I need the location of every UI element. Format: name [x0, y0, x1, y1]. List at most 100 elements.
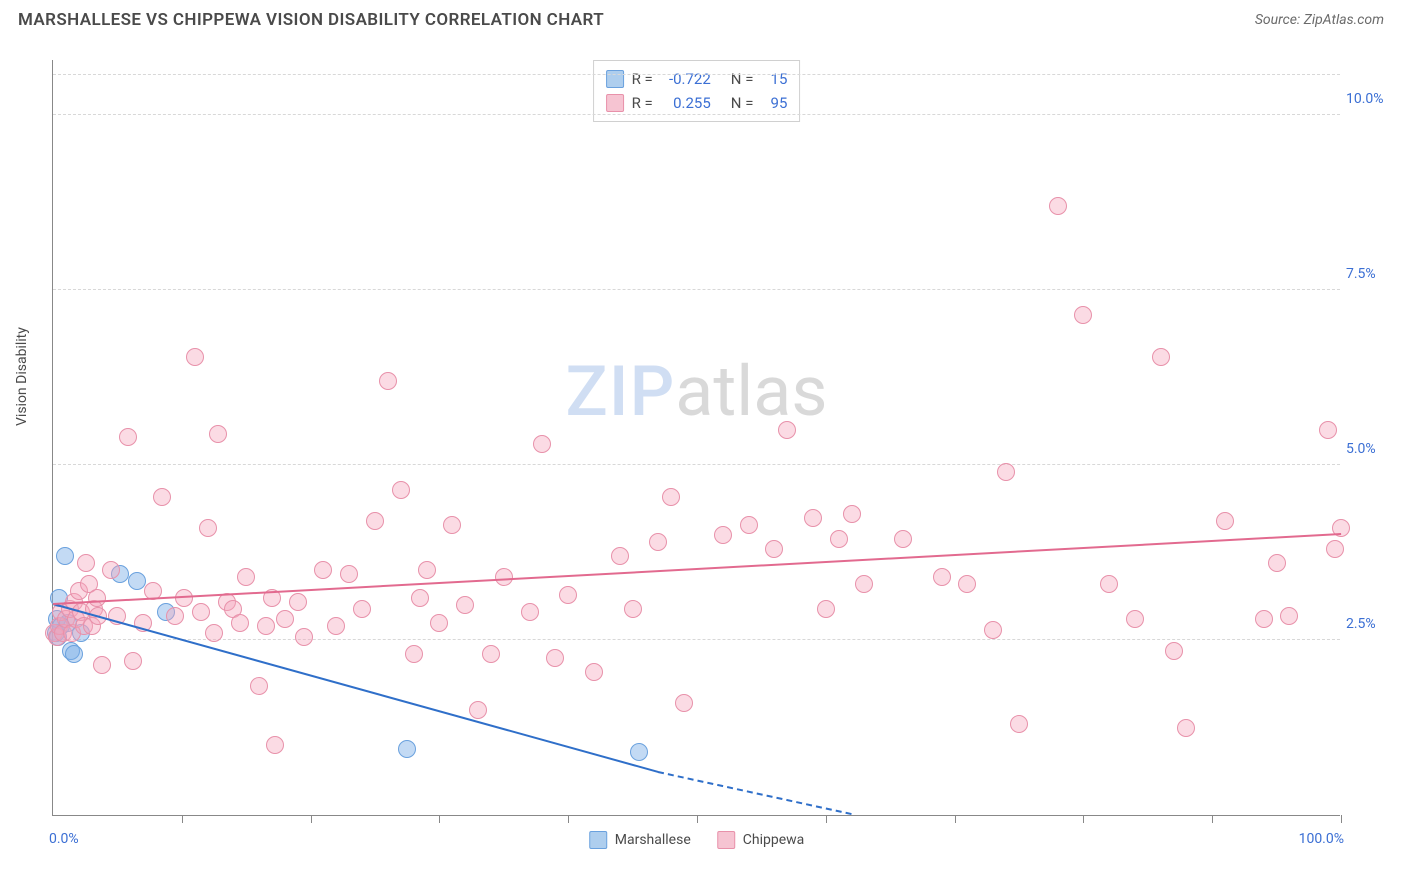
data-point	[128, 572, 146, 590]
x-tick	[1083, 815, 1084, 823]
gridline	[53, 639, 1340, 640]
legend-swatch	[606, 70, 624, 88]
data-point	[1126, 610, 1144, 628]
x-tick	[1212, 815, 1213, 823]
data-point	[276, 610, 294, 628]
y-tick-label: 7.5%	[1346, 266, 1394, 282]
data-point	[237, 568, 255, 586]
y-axis-label: Vision Disability	[14, 327, 30, 426]
data-point	[456, 596, 474, 614]
data-point	[984, 621, 1002, 639]
data-point	[958, 575, 976, 593]
data-point	[521, 603, 539, 621]
data-point	[1049, 197, 1067, 215]
data-point	[266, 736, 284, 754]
data-point	[546, 649, 564, 667]
data-point	[88, 589, 106, 607]
data-point	[1280, 607, 1298, 625]
data-point	[392, 481, 410, 499]
x-tick	[826, 815, 827, 823]
gridline	[53, 114, 1340, 115]
data-point	[804, 509, 822, 527]
y-tick-label: 5.0%	[1346, 441, 1394, 457]
data-point	[366, 512, 384, 530]
data-point	[1165, 642, 1183, 660]
legend-stat-row: R = 0.255N = 95	[606, 91, 788, 115]
data-point	[630, 743, 648, 761]
trend-line	[53, 603, 659, 773]
x-axis-max-label: 100.0%	[1299, 831, 1344, 847]
data-point	[205, 624, 223, 642]
data-point	[482, 645, 500, 663]
data-point	[340, 565, 358, 583]
chart-area: Vision Disability ZIPatlas R = -0.722N =…	[18, 46, 1388, 836]
data-point	[231, 614, 249, 632]
data-point	[1268, 554, 1286, 572]
legend-series-label: Marshallese	[615, 832, 691, 848]
data-point	[124, 652, 142, 670]
gridline	[53, 464, 1340, 465]
x-tick	[439, 815, 440, 823]
data-point	[56, 547, 74, 565]
data-point	[93, 656, 111, 674]
gridline	[53, 289, 1340, 290]
data-point	[379, 372, 397, 390]
legend-swatch	[717, 831, 735, 849]
legend-swatch	[606, 94, 624, 112]
data-point	[830, 530, 848, 548]
y-tick-label: 2.5%	[1346, 616, 1394, 632]
data-point	[1216, 512, 1234, 530]
chart-title: MARSHALLESE VS CHIPPEWA VISION DISABILIT…	[18, 10, 604, 30]
data-point	[405, 645, 423, 663]
data-point	[192, 603, 210, 621]
data-point	[649, 533, 667, 551]
scatter-plot: ZIPatlas R = -0.722N = 15R = 0.255N = 95…	[52, 60, 1340, 816]
series-legend: MarshalleseChippewa	[589, 831, 805, 849]
data-point	[430, 614, 448, 632]
data-point	[257, 617, 275, 635]
x-tick	[311, 815, 312, 823]
data-point	[77, 554, 95, 572]
data-point	[1152, 348, 1170, 366]
data-point	[765, 540, 783, 558]
data-point	[662, 488, 680, 506]
data-point	[740, 516, 758, 534]
data-point	[65, 645, 83, 663]
data-point	[166, 607, 184, 625]
data-point	[119, 428, 137, 446]
data-point	[398, 740, 416, 758]
x-tick	[1341, 815, 1342, 823]
data-point	[186, 348, 204, 366]
data-point	[250, 677, 268, 695]
data-point	[1100, 575, 1118, 593]
data-point	[418, 561, 436, 579]
data-point	[289, 593, 307, 611]
data-point	[585, 663, 603, 681]
x-tick	[182, 815, 183, 823]
x-tick	[568, 815, 569, 823]
data-point	[533, 435, 551, 453]
gridline	[53, 74, 1340, 75]
x-tick	[697, 815, 698, 823]
data-point	[411, 589, 429, 607]
data-point	[817, 600, 835, 618]
data-point	[314, 561, 332, 579]
data-point	[199, 519, 217, 537]
data-point	[209, 425, 227, 443]
data-point	[469, 701, 487, 719]
trend-line-extrapolated	[658, 771, 852, 815]
correlation-legend: R = -0.722N = 15R = 0.255N = 95	[593, 60, 801, 122]
data-point	[1326, 540, 1344, 558]
data-point	[102, 561, 120, 579]
legend-series-item: Marshallese	[589, 831, 691, 849]
data-point	[1010, 715, 1028, 733]
y-tick-label: 10.0%	[1346, 91, 1394, 107]
data-point	[611, 547, 629, 565]
data-point	[997, 463, 1015, 481]
data-point	[843, 505, 861, 523]
data-point	[1255, 610, 1273, 628]
legend-swatch	[589, 831, 607, 849]
x-tick	[955, 815, 956, 823]
source-attribution: Source: ZipAtlas.com	[1255, 12, 1384, 28]
data-point	[714, 526, 732, 544]
